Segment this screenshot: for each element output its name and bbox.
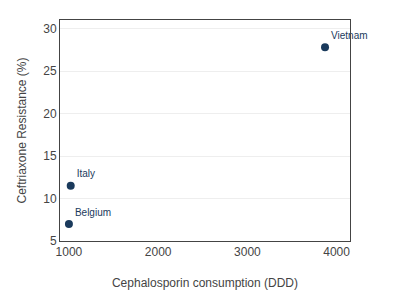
- svg-text:Vietnam: Vietnam: [331, 30, 368, 41]
- svg-text:25: 25: [43, 64, 57, 78]
- svg-text:4000: 4000: [323, 245, 350, 259]
- svg-text:3000: 3000: [234, 245, 261, 259]
- svg-text:20: 20: [43, 107, 57, 121]
- svg-text:30: 30: [43, 22, 57, 36]
- svg-text:Ceftriaxone Resistance (%): Ceftriaxone Resistance (%): [15, 57, 29, 203]
- svg-text:1000: 1000: [56, 245, 83, 259]
- svg-text:Belgium: Belgium: [75, 207, 111, 218]
- svg-text:5: 5: [50, 234, 57, 248]
- svg-text:Italy: Italy: [77, 168, 95, 179]
- svg-text:10: 10: [43, 192, 57, 206]
- svg-text:15: 15: [43, 149, 57, 163]
- svg-text:Cephalosporin consumption (DDD: Cephalosporin consumption (DDD): [112, 276, 298, 290]
- svg-text:2000: 2000: [145, 245, 172, 259]
